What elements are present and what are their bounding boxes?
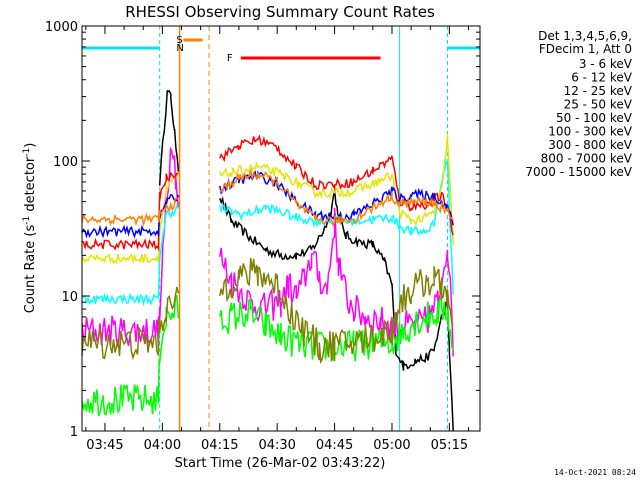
axis-layer: 1 10 100 1000 03:45 04:00 04:15 04:30 04:45 05:00…	[45, 20, 480, 453]
legend: Det 1,3,4,5,6,9, FDecim 1, Att 0 3 - 6 k…	[525, 29, 632, 179]
plot-layer: SN F	[81, 26, 480, 432]
series-line-9-part-1	[81, 286, 180, 361]
x-tick-label-1: 03:45	[86, 438, 123, 453]
y-tick-label-2: 10	[61, 290, 78, 305]
annotation-f-label: F	[227, 53, 233, 64]
series-line-6-part-2	[219, 134, 454, 236]
series-line-4-part-1	[81, 203, 180, 307]
y-axis-label-end: )	[23, 143, 38, 148]
y-tick-label-4: 1000	[45, 20, 78, 35]
y-tick-label-3: 100	[53, 155, 78, 170]
series-line-6-part-1	[81, 171, 179, 252]
series-line-8-part-2	[219, 168, 454, 228]
legend-item-5: 50 - 100 keV	[556, 111, 633, 125]
y-axis-label-sup2: -1	[22, 148, 32, 157]
series-line-5-part-1	[81, 172, 180, 265]
legend-item-4: 25 - 50 keV	[564, 98, 633, 112]
plot-frame	[81, 25, 481, 432]
y-axis-label-mid: detector	[23, 156, 38, 216]
legend-header-line-1: Det 1,3,4,5,6,9,	[538, 29, 632, 43]
legend-header-line-2: FDecim 1, Att 0	[539, 42, 632, 56]
y-axis-label-pre: Count Rate (s	[23, 225, 38, 314]
x-axis-label: Start Time (26-Mar-02 03:43:22)	[175, 456, 386, 471]
x-tick-label-7: 05:15	[431, 438, 468, 453]
annotation-s-label: S	[176, 35, 182, 46]
legend-item-8: 800 - 7000 keV	[541, 152, 633, 166]
series-line-4-part-2	[219, 158, 454, 295]
legend-item-6: 100 - 300 keV	[548, 125, 632, 139]
y-axis-label: Count Rate (s-1 detector-1)	[22, 143, 38, 314]
series-line-5-part-2	[219, 134, 454, 246]
chart-title: RHESSI Observing Summary Count Rates	[125, 3, 435, 21]
x-tick-label-2: 04:00	[144, 438, 181, 453]
series-line-3-part-1	[81, 295, 180, 417]
x-tick-label-4: 04:30	[258, 438, 295, 453]
legend-item-9: 7000 - 15000 keV	[525, 165, 632, 179]
series-line-9-part-2	[219, 258, 454, 365]
series-line-1-part-1	[158, 89, 180, 186]
x-tick-label-5: 04:45	[316, 438, 353, 453]
legend-item-1: 3 - 6 keV	[579, 57, 633, 71]
y-axis-label-sup1: -1	[22, 216, 32, 225]
y-tick-label-1: 1	[70, 425, 78, 440]
legend-item-3: 12 - 25 keV	[564, 84, 633, 98]
legend-item-7: 300 - 800 keV	[548, 138, 632, 152]
annotation-n-label: N	[176, 43, 183, 54]
timestamp: 14-Oct-2021 08:24	[554, 468, 636, 477]
legend-item-2: 6 - 12 keV	[571, 71, 633, 85]
x-tick-label-3: 04:15	[201, 438, 238, 453]
series-line-2-part-1	[81, 146, 180, 348]
series-line-8-part-1	[81, 197, 179, 227]
series-line-3-part-2	[219, 296, 454, 362]
x-tick-label-6: 05:00	[373, 438, 410, 453]
